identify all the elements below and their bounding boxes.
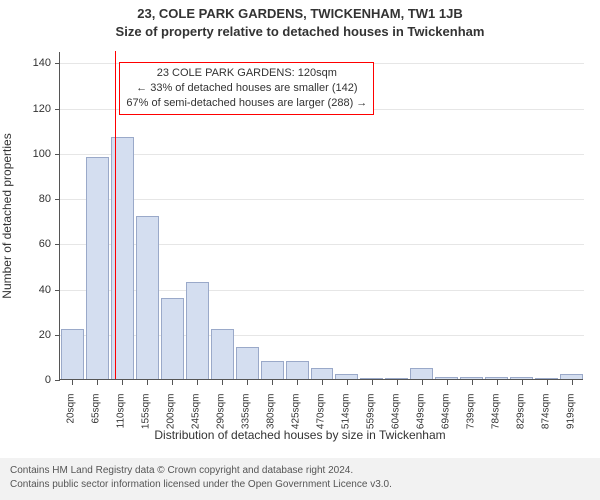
y-tick [55,290,60,291]
histogram-bar [510,377,533,379]
x-tick [97,380,98,385]
histogram-bar [435,377,458,379]
x-tick-label: 380sqm [266,394,277,434]
footer-line-1: Contains HM Land Registry data © Crown c… [10,464,590,478]
gridline [60,154,584,155]
x-tick [397,380,398,385]
y-tick [55,199,60,200]
x-tick [472,380,473,385]
y-tick-label: 20 [25,329,51,341]
y-tick [55,380,60,381]
annotation-line: ← 33% of detached houses are smaller (14… [126,81,367,96]
histogram-bar [111,137,134,379]
x-tick-label: 784sqm [490,394,501,434]
x-tick-label: 514sqm [340,394,351,434]
x-tick [272,380,273,385]
histogram-bar [410,368,433,379]
y-tick-label: 120 [25,103,51,115]
histogram-bar [385,378,408,379]
y-tick-label: 140 [25,57,51,69]
chart-container: 23, COLE PARK GARDENS, TWICKENHAM, TW1 1… [0,0,600,500]
histogram-bar [211,329,234,379]
histogram-bar [286,361,309,379]
histogram-bar [560,374,583,379]
x-tick [572,380,573,385]
x-tick-label: 604sqm [390,394,401,434]
y-tick-label: 40 [25,284,51,296]
y-tick [55,63,60,64]
x-tick [422,380,423,385]
x-tick-label: 425sqm [291,394,302,434]
x-tick-label: 649sqm [415,394,426,434]
histogram-bar [311,368,334,379]
x-tick [72,380,73,385]
x-tick-label: 829sqm [515,394,526,434]
y-tick [55,154,60,155]
x-tick [372,380,373,385]
plot-area: 23 COLE PARK GARDENS: 120sqm← 33% of det… [59,52,583,380]
histogram-bar [86,157,109,379]
x-tick-label: 335sqm [241,394,252,434]
annotation-line: 23 COLE PARK GARDENS: 120sqm [126,66,367,81]
histogram-bar [485,377,508,379]
annotation-line: 67% of semi-detached houses are larger (… [126,96,367,111]
title-line-1: 23, COLE PARK GARDENS, TWICKENHAM, TW1 1… [0,6,600,21]
x-tick-label: 919sqm [565,394,576,434]
x-tick [122,380,123,385]
x-tick-label: 290sqm [216,394,227,434]
histogram-bar [360,378,383,379]
histogram-bar [186,282,209,379]
x-tick-label: 110sqm [116,394,127,434]
histogram-bar [335,374,358,379]
y-axis-title: Number of detached properties [0,133,14,298]
x-tick [497,380,498,385]
title-line-2: Size of property relative to detached ho… [0,24,600,39]
histogram-bar [261,361,284,379]
x-tick [297,380,298,385]
property-marker-line [115,51,116,379]
x-tick [522,380,523,385]
attribution-footer: Contains HM Land Registry data © Crown c… [0,458,600,500]
y-tick [55,109,60,110]
x-tick [147,380,148,385]
x-tick [347,380,348,385]
annotation-box: 23 COLE PARK GARDENS: 120sqm← 33% of det… [119,62,374,115]
y-tick-label: 0 [25,374,51,386]
x-tick [547,380,548,385]
x-tick-label: 694sqm [440,394,451,434]
x-tick-label: 155sqm [141,394,152,434]
x-tick [322,380,323,385]
gridline [60,199,584,200]
x-tick-label: 739sqm [465,394,476,434]
x-tick [222,380,223,385]
x-tick [247,380,248,385]
histogram-bar [61,329,84,379]
x-tick [447,380,448,385]
histogram-bar [161,298,184,379]
y-tick-label: 60 [25,238,51,250]
x-tick-label: 559sqm [365,394,376,434]
y-tick-label: 80 [25,193,51,205]
x-tick [197,380,198,385]
histogram-bar [460,377,483,379]
x-tick-label: 65sqm [91,394,102,434]
y-tick [55,335,60,336]
x-tick-label: 245sqm [191,394,202,434]
histogram-bar [236,347,259,379]
histogram-bar [136,216,159,379]
x-tick [172,380,173,385]
histogram-bar [535,378,558,379]
x-tick-label: 20sqm [66,394,77,434]
y-tick [55,244,60,245]
x-tick-label: 874sqm [540,394,551,434]
x-tick-label: 200sqm [166,394,177,434]
y-tick-label: 100 [25,148,51,160]
x-tick-label: 470sqm [316,394,327,434]
footer-line-2: Contains public sector information licen… [10,478,590,492]
